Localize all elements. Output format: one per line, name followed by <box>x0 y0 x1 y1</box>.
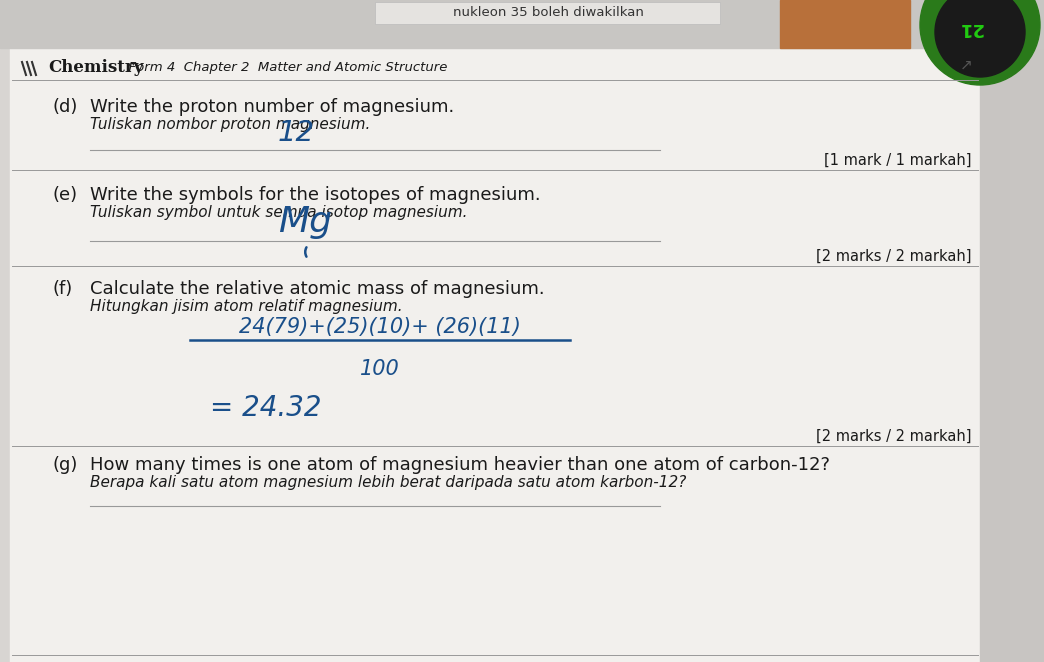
Text: Tuliskan symbol untuk semua isotop magnesium.: Tuliskan symbol untuk semua isotop magne… <box>90 205 468 220</box>
Text: Calculate the relative atomic mass of magnesium.: Calculate the relative atomic mass of ma… <box>90 280 545 298</box>
Text: Berapa kali satu atom magnesium lebih berat daripada satu atom karbon-12?: Berapa kali satu atom magnesium lebih be… <box>90 475 686 490</box>
Circle shape <box>935 0 1025 77</box>
Text: (g): (g) <box>52 456 77 474</box>
Text: ↗: ↗ <box>960 58 973 73</box>
Text: Chemistry: Chemistry <box>48 60 143 77</box>
Text: nukleon 35 boleh diwakilkan: nukleon 35 boleh diwakilkan <box>452 7 643 19</box>
Text: 12: 12 <box>278 119 315 147</box>
Text: Write the proton number of magnesium.: Write the proton number of magnesium. <box>90 98 454 116</box>
Text: Write the symbols for the isotopes of magnesium.: Write the symbols for the isotopes of ma… <box>90 186 541 204</box>
Bar <box>780 0 910 48</box>
Text: 100: 100 <box>360 359 400 379</box>
Text: 21: 21 <box>957 19 982 37</box>
Text: 24(79)+(25)(10)+ (26)(11): 24(79)+(25)(10)+ (26)(11) <box>239 317 521 337</box>
Text: Mg: Mg <box>278 205 332 239</box>
Text: Tuliskan nombor proton magnesium.: Tuliskan nombor proton magnesium. <box>90 117 371 132</box>
Text: [1 mark / 1 markah]: [1 mark / 1 markah] <box>825 152 972 167</box>
Text: (d): (d) <box>52 98 77 116</box>
Bar <box>0 0 1044 48</box>
Text: (e): (e) <box>52 186 77 204</box>
Text: (f): (f) <box>52 280 72 298</box>
Text: Form 4  Chapter 2  Matter and Atomic Structure: Form 4 Chapter 2 Matter and Atomic Struc… <box>120 62 448 75</box>
Bar <box>375 2 720 24</box>
Text: [2 marks / 2 markah]: [2 marks / 2 markah] <box>816 248 972 263</box>
Text: = 24.32: = 24.32 <box>210 394 322 422</box>
Circle shape <box>920 0 1040 85</box>
Bar <box>980 48 1044 662</box>
Text: How many times is one atom of magnesium heavier than one atom of carbon-12?: How many times is one atom of magnesium … <box>90 456 830 474</box>
Text: Hitungkan jisim atom relatif magnesium.: Hitungkan jisim atom relatif magnesium. <box>90 299 403 314</box>
Text: [2 marks / 2 markah]: [2 marks / 2 markah] <box>816 428 972 444</box>
